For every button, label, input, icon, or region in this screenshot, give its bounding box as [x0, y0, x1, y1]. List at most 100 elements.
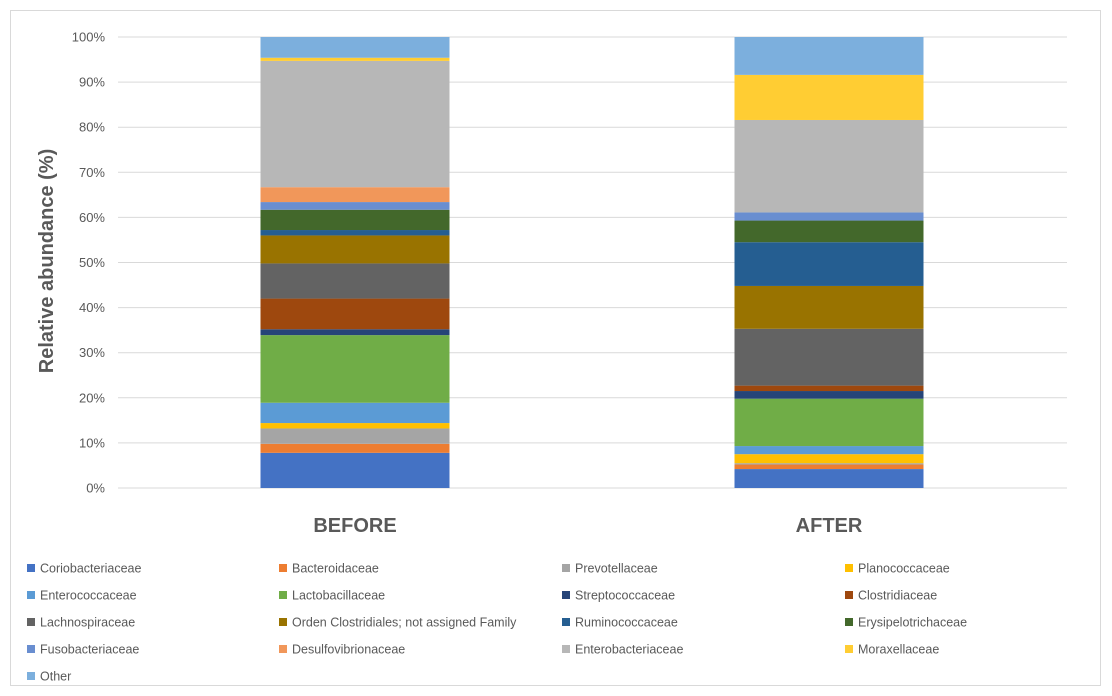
- bar-segment-before-enterobacteriaceae: [260, 60, 450, 188]
- y-tick-label: 90%: [79, 75, 105, 90]
- legend-swatch: [845, 564, 853, 572]
- y-tick-label: 10%: [79, 435, 105, 450]
- legend-swatch: [279, 645, 287, 653]
- legend-item-clostridiaceae: Clostridiaceae: [845, 589, 937, 603]
- bar-segment-after-other: [734, 37, 924, 75]
- legend-swatch: [562, 564, 570, 572]
- legend-item-bacteroidaceae: Bacteroidaceae: [279, 562, 379, 576]
- legend-label: Clostridiaceae: [858, 589, 937, 603]
- legend-label: Moraxellaceae: [858, 643, 939, 657]
- legend-label: Fusobacteriaceae: [40, 643, 139, 657]
- legend-label: Desulfovibrionaceae: [292, 643, 405, 657]
- legend-swatch: [279, 564, 287, 572]
- legend-label: Enterococcaceae: [40, 589, 137, 603]
- y-tick-label: 60%: [79, 210, 105, 225]
- bar-segment-after-coriobacteriaceae: [734, 469, 924, 488]
- legend-swatch: [27, 645, 35, 653]
- legend-swatch: [845, 645, 853, 653]
- legend-swatch: [27, 591, 35, 599]
- legend-label: Coriobacteriaceae: [40, 562, 141, 576]
- y-tick-label: 100%: [72, 30, 106, 45]
- legend-item-streptococcaceae: Streptococcaceae: [562, 589, 675, 603]
- legend-label: Orden Clostridiales; not assigned Family: [292, 616, 517, 630]
- stacked-bar-chart: 0% 10% 20% 30% 40% 50% 60% 70% 80% 90% 100% Relati…: [27, 30, 1067, 684]
- legend-label: Prevotellaceae: [575, 562, 658, 576]
- legend-label: Other: [40, 670, 71, 684]
- bar-segment-before-moraxellaceae: [260, 57, 450, 61]
- chart-frame: 0% 10% 20% 30% 40% 50% 60% 70% 80% 90% 100% Relati…: [10, 10, 1101, 686]
- bars: [260, 37, 924, 488]
- bar-segment-after-erysipelotrichaceae: [734, 220, 924, 243]
- legend-item-moraxellaceae: Moraxellaceae: [845, 643, 939, 657]
- bar-segment-after-streptococcaceae: [734, 391, 924, 399]
- bar-segment-after-moraxellaceae: [734, 74, 924, 120]
- bar-segment-before-coriobacteriaceae: [260, 452, 450, 488]
- legend-item-planococcaceae: Planococcaceae: [845, 562, 950, 576]
- legend-swatch: [279, 591, 287, 599]
- legend-label: Ruminococcaceae: [575, 616, 678, 630]
- y-tick-label: 50%: [79, 255, 105, 270]
- legend-swatch: [27, 672, 35, 680]
- legend-item-other: Other: [27, 670, 71, 684]
- gridlines: [118, 36, 1067, 489]
- bar-segment-after-bacteroidaceae: [734, 464, 924, 470]
- bar-segment-before-streptococcaceae: [260, 329, 450, 336]
- legend-item-ruminococcaceae: Ruminococcaceae: [562, 616, 678, 630]
- legend-item-coriobacteriaceae: Coriobacteriaceae: [27, 562, 141, 576]
- legend-item-erysipelotrichaceae: Erysipelotrichaceae: [845, 616, 967, 630]
- bar-segment-before-fusobacteriaceae: [260, 202, 450, 210]
- legend-swatch: [279, 618, 287, 626]
- category-label-after: AFTER: [796, 515, 863, 537]
- legend-label: Lactobacillaceae: [292, 589, 385, 603]
- legend-swatch: [27, 564, 35, 572]
- legend-swatch: [562, 645, 570, 653]
- bar-segment-before-lactobacillaceae: [260, 335, 450, 403]
- legend-label: Streptococcaceae: [575, 589, 675, 603]
- bar-segment-after-enterobacteriaceae: [734, 119, 924, 213]
- bar-segment-after-planococcaceae: [734, 454, 924, 464]
- y-tick-label: 20%: [79, 390, 105, 405]
- legend-item-orden-clostridiales-not-assigned-family: Orden Clostridiales; not assigned Family: [279, 616, 517, 630]
- legend-swatch: [845, 591, 853, 599]
- category-label-before: BEFORE: [313, 515, 396, 537]
- legend-item-fusobacteriaceae: Fusobacteriaceae: [27, 643, 139, 657]
- legend-label: Planococcaceae: [858, 562, 950, 576]
- y-tick-label: 0%: [86, 481, 105, 496]
- bar-segment-before-planococcaceae: [260, 423, 450, 429]
- bar-segment-after-prevotellaceae: [734, 463, 924, 465]
- legend-label: Lachnospiraceae: [40, 616, 135, 630]
- bar-segment-before-clostridiaceae: [260, 298, 450, 330]
- legend-item-prevotellaceae: Prevotellaceae: [562, 562, 658, 576]
- bar-segment-after-fusobacteriaceae: [734, 212, 924, 221]
- legend-item-desulfovibrionaceae: Desulfovibrionaceae: [279, 643, 405, 657]
- bar-segment-before-prevotellaceae: [260, 428, 450, 444]
- bar-segment-before-enterococcaceae: [260, 402, 450, 424]
- bar-segment-after-enterococcaceae: [734, 446, 924, 455]
- bar-segment-before-bacteroidaceae: [260, 443, 450, 453]
- legend-label: Erysipelotrichaceae: [858, 616, 967, 630]
- y-tick-label: 40%: [79, 300, 105, 315]
- legend-item-lachnospiraceae: Lachnospiraceae: [27, 616, 135, 630]
- legend-swatch: [845, 618, 853, 626]
- legend-item-enterobacteriaceae: Enterobacteriaceae: [562, 643, 683, 657]
- legend-label: Enterobacteriaceae: [575, 643, 683, 657]
- y-tick-label: 80%: [79, 120, 105, 135]
- legend-swatch: [562, 591, 570, 599]
- legend-item-lactobacillaceae: Lactobacillaceae: [279, 589, 385, 603]
- y-tick-label: 70%: [79, 165, 105, 180]
- bar-segment-after-lactobacillaceae: [734, 398, 924, 447]
- legend-label: Bacteroidaceae: [292, 562, 379, 576]
- legend-item-enterococcaceae: Enterococcaceae: [27, 589, 137, 603]
- bar-segment-before-lachnospiraceae: [260, 263, 450, 299]
- legend-swatch: [27, 618, 35, 626]
- bar-segment-before-orden-clostridiales-not-assigned-family: [260, 235, 450, 264]
- bar-segment-after-clostridiaceae: [734, 385, 924, 392]
- bar-segment-after-lachnospiraceae: [734, 328, 924, 386]
- bar-segment-after-ruminococcaceae: [734, 242, 924, 286]
- y-axis-ticks: 0% 10% 20% 30% 40% 50% 60% 70% 80% 90% 100%: [72, 30, 106, 496]
- bar-segment-before-erysipelotrichaceae: [260, 209, 450, 231]
- bar-segment-before-desulfovibrionaceae: [260, 187, 450, 203]
- bar-segment-before-ruminococcaceae: [260, 230, 450, 236]
- y-tick-label: 30%: [79, 345, 105, 360]
- bar-segment-before-other: [260, 37, 450, 58]
